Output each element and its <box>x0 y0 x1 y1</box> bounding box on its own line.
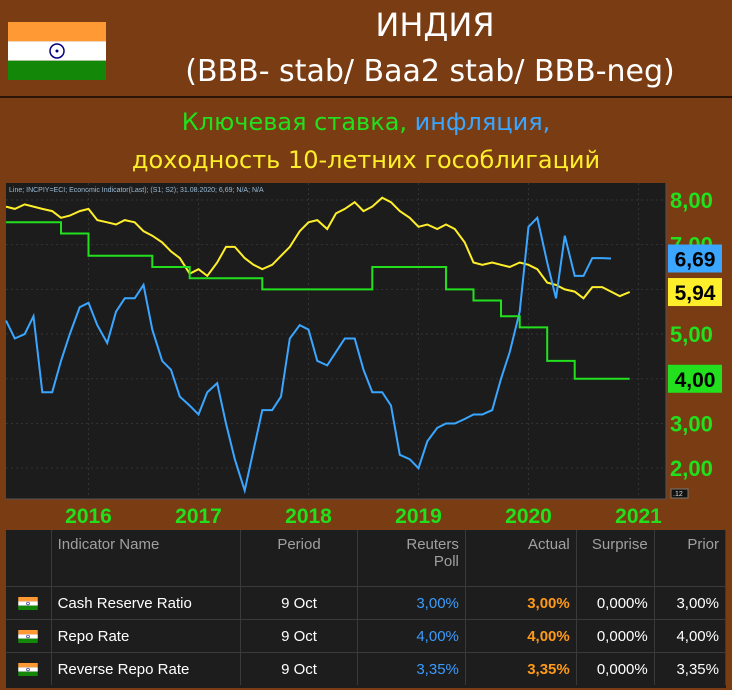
header-surprise: Surprise <box>576 530 654 587</box>
table-header-row: Indicator Name Period Reuters Poll Actual… <box>6 530 726 587</box>
badge-label: 5,94 <box>675 282 716 305</box>
header-poll-line1: Reuters <box>406 536 459 553</box>
header-actual: Actual <box>465 530 576 587</box>
row-name: Cash Reserve Ratio <box>51 587 241 620</box>
header-poll-line2: Poll <box>434 553 459 570</box>
x-tick-label: 2016 <box>65 505 112 528</box>
x-tick-label: 2018 <box>285 505 332 528</box>
row-poll: 3,35% <box>357 653 465 686</box>
subtitle-key-rate: Ключевая ставка, <box>182 108 407 136</box>
row-poll: 3,00% <box>357 587 465 620</box>
y-tick-label: 3,00 <box>670 411 713 436</box>
row-flag-cell <box>6 653 51 686</box>
header-poll: Reuters Poll <box>357 530 465 587</box>
page-title: ИНДИЯ <box>300 6 570 44</box>
row-surprise: 0,000% <box>576 620 654 653</box>
row-actual: 3,35% <box>465 653 576 686</box>
row-period: 9 Oct <box>241 587 357 620</box>
india-flag-icon <box>18 663 38 676</box>
row-period: 9 Oct <box>241 653 357 686</box>
corner-label: .12 <box>673 491 683 498</box>
row-actual: 3,00% <box>465 587 576 620</box>
header-flag-cell <box>6 530 51 587</box>
table-row[interactable]: Reverse Repo Rate 9 Oct 3,35% 3,35% 0,00… <box>6 653 726 686</box>
last-value-badge-inflation: 6,69 <box>668 245 722 273</box>
y-tick-label: 5,00 <box>670 322 713 347</box>
subtitle-yield: доходность 10-летних гособлигаций <box>0 146 732 174</box>
chart: Line; INCPIY=ECI; Economic Indicator(Las… <box>0 183 732 530</box>
row-surprise: 0,000% <box>576 587 654 620</box>
india-flag-icon <box>18 597 38 610</box>
row-flag-cell <box>6 620 51 653</box>
badge-label: 4,00 <box>675 369 716 392</box>
row-actual: 4,00% <box>465 620 576 653</box>
india-flag-icon <box>18 630 38 643</box>
row-name: Repo Rate <box>51 620 241 653</box>
row-flag-cell <box>6 587 51 620</box>
badge-label: 6,69 <box>675 249 716 272</box>
subtitle-inflation: инфляция, <box>415 108 551 136</box>
divider <box>0 96 732 98</box>
row-prior: 3,35% <box>654 653 725 686</box>
x-tick-label: 2020 <box>505 505 552 528</box>
row-prior: 3,00% <box>654 587 725 620</box>
x-tick-label: 2017 <box>175 505 222 528</box>
row-prior: 4,00% <box>654 620 725 653</box>
india-flag-icon <box>8 22 106 80</box>
table-row[interactable]: Cash Reserve Ratio 9 Oct 3,00% 3,00% 0,0… <box>6 587 726 620</box>
legend-text: Line; INCPIY=ECI; Economic Indicator(Las… <box>9 187 264 194</box>
last-value-badge-yield: 5,94 <box>668 278 722 306</box>
subtitle-line-1: Ключевая ставка, инфляция, <box>0 108 732 136</box>
y-tick-label: 2,00 <box>670 456 713 481</box>
x-tick-label: 2021 <box>615 505 662 528</box>
header: ИНДИЯ (BBB- stab/ Baa2 stab/ BBB-neg) <box>0 0 732 96</box>
header-name: Indicator Name <box>51 530 241 587</box>
header-period: Period <box>241 530 357 587</box>
last-value-badge-key_rate: 4,00 <box>668 365 722 393</box>
row-name: Reverse Repo Rate <box>51 653 241 686</box>
line-chart: Line; INCPIY=ECI; Economic Indicator(Las… <box>0 183 732 530</box>
y-tick-label: 8,00 <box>670 188 713 213</box>
header-prior: Prior <box>654 530 725 587</box>
x-tick-label: 2019 <box>395 505 442 528</box>
row-surprise: 0,000% <box>576 653 654 686</box>
ratings-text: (BBB- stab/ Baa2 stab/ BBB-neg) <box>150 54 710 89</box>
indicator-table: Indicator Name Period Reuters Poll Actual… <box>6 530 726 688</box>
row-period: 9 Oct <box>241 620 357 653</box>
row-poll: 4,00% <box>357 620 465 653</box>
table-row[interactable]: Repo Rate 9 Oct 4,00% 4,00% 0,000% 4,00% <box>6 620 726 653</box>
